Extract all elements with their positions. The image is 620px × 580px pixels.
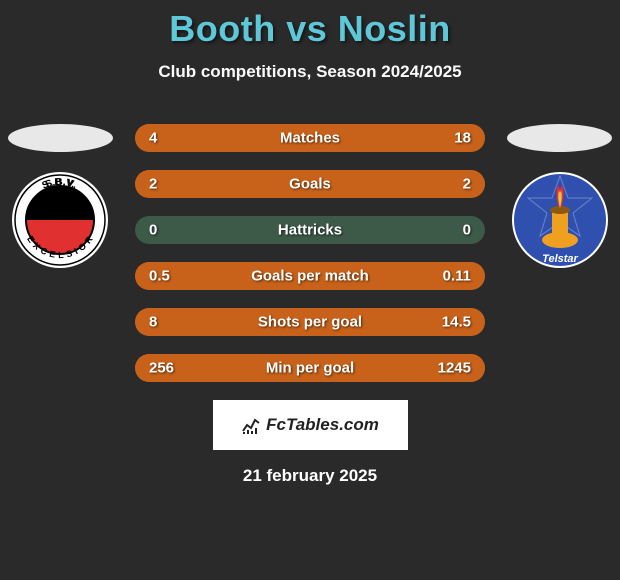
- stat-value-left: 256: [149, 360, 174, 377]
- telstar-crest-icon: Telstar: [510, 170, 610, 270]
- stat-value-right: 0.11: [443, 268, 471, 285]
- stat-value-left: 4: [149, 130, 157, 147]
- stat-value-right: 1245: [438, 360, 471, 377]
- excelsior-crest-icon: S.B.V. S.B.V. E X C E L S I O R: [10, 170, 110, 270]
- player-shadow-left: [8, 124, 113, 152]
- bar-matches: 4 Matches 18: [135, 124, 485, 152]
- stat-value-right: 18: [454, 130, 471, 147]
- team-crest-right: Telstar: [510, 170, 610, 270]
- stat-value-left: 0: [149, 222, 157, 239]
- source-logo-text: FcTables.com: [266, 415, 379, 435]
- stat-value-left: 2: [149, 176, 157, 193]
- stat-value-left: 8: [149, 314, 157, 331]
- team-crest-left: S.B.V. S.B.V. E X C E L S I O R: [10, 170, 110, 270]
- stat-label: Matches: [280, 130, 340, 147]
- player-shadow-right: [507, 124, 612, 152]
- bar-hattricks: 0 Hattricks 0: [135, 216, 485, 244]
- stat-label: Min per goal: [266, 360, 354, 377]
- stats-comparison-card: Booth vs Noslin Club competitions, Seaso…: [0, 0, 620, 580]
- bar-fill-right: [310, 170, 485, 198]
- stat-value-left: 0.5: [149, 268, 170, 285]
- bar-min-per-goal: 256 Min per goal 1245: [135, 354, 485, 382]
- svg-text:Telstar: Telstar: [542, 253, 578, 265]
- bar-fill-right: [198, 124, 485, 152]
- stat-value-right: 0: [463, 222, 471, 239]
- bar-shots-per-goal: 8 Shots per goal 14.5: [135, 308, 485, 336]
- date-text: 21 february 2025: [0, 466, 620, 486]
- stat-value-right: 14.5: [442, 314, 471, 331]
- stat-label: Shots per goal: [258, 314, 362, 331]
- bar-fill-left: [135, 170, 310, 198]
- subtitle: Club competitions, Season 2024/2025: [0, 62, 620, 82]
- source-logo: FcTables.com: [213, 400, 408, 450]
- stat-value-right: 2: [463, 176, 471, 193]
- bar-fill-left: [135, 124, 198, 152]
- page-title: Booth vs Noslin: [0, 8, 620, 50]
- bar-goals: 2 Goals 2: [135, 170, 485, 198]
- stat-label: Hattricks: [278, 222, 342, 239]
- stat-bars: 4 Matches 18 2 Goals 2 0 Hattricks 0 0.5…: [135, 124, 485, 382]
- fctables-icon: [241, 415, 261, 435]
- stat-label: Goals per match: [251, 268, 369, 285]
- stat-label: Goals: [289, 176, 331, 193]
- bar-goals-per-match: 0.5 Goals per match 0.11: [135, 262, 485, 290]
